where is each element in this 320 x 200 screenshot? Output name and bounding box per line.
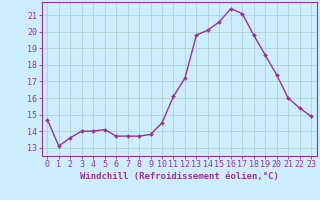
X-axis label: Windchill (Refroidissement éolien,°C): Windchill (Refroidissement éolien,°C) <box>80 172 279 181</box>
